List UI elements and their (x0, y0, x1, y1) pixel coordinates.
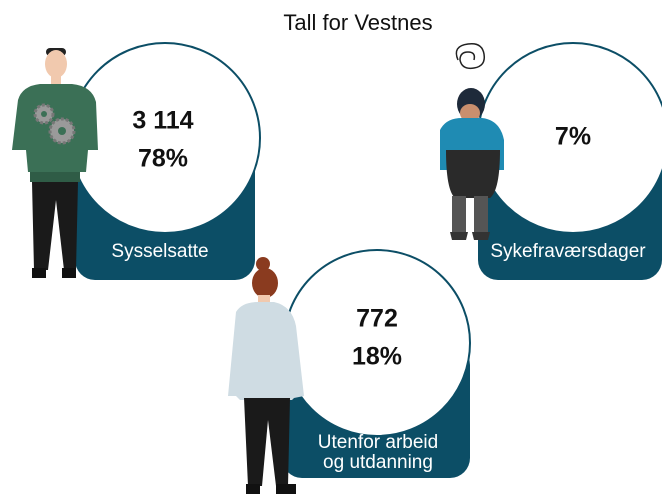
card-label: og utdanning (323, 452, 433, 473)
card-value: 772 (356, 305, 398, 333)
card-label: Sykefraværsdager (490, 241, 646, 262)
card-circle (69, 42, 261, 234)
card-value: 18% (352, 343, 402, 371)
card-value: 3 114 (132, 107, 193, 135)
person-illustration (440, 42, 504, 240)
card-label: Utenfor arbeid (318, 432, 438, 453)
card: 7% Sykefraværsdager (477, 42, 662, 280)
card: 3 114 78% Sysselsatte (69, 42, 261, 280)
person-illustration (228, 257, 304, 494)
person-illustration (12, 48, 98, 278)
title: Tall for Vestnes (283, 10, 432, 35)
card-value: 78% (138, 145, 188, 173)
card: 772 18% Utenfor arbeid og utdanning (282, 249, 471, 478)
card-label: Sysselsatte (111, 241, 208, 262)
card-value: 7% (555, 123, 591, 151)
